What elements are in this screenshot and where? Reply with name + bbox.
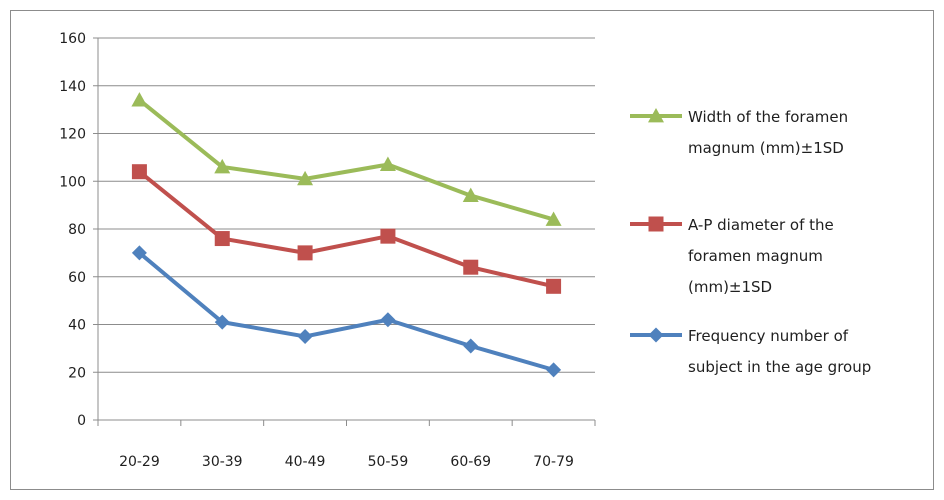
data-point-triangle — [214, 158, 231, 174]
data-point-square — [297, 245, 313, 261]
series-line-1 — [138, 170, 555, 289]
legend-label: A-P diameter of the — [688, 216, 834, 234]
series-line-2 — [138, 251, 555, 372]
chart-frame — [10, 10, 934, 490]
x-tick-label: 50-59 — [368, 454, 409, 470]
data-point-square — [214, 231, 230, 247]
legend-marker-triangle — [648, 108, 664, 123]
y-tick-label: 40 — [68, 318, 86, 334]
legend-label: Frequency number of — [688, 327, 849, 345]
legend-label: subject in the age group — [688, 358, 871, 376]
y-tick-label: 140 — [59, 79, 86, 95]
legend-label: (mm)±1SD — [688, 278, 772, 296]
data-point-triangle — [462, 187, 479, 202]
y-tick-label: 120 — [59, 127, 86, 143]
data-point-diamond — [380, 312, 396, 328]
x-tick-label: 40-49 — [285, 454, 326, 470]
x-tick-label: 20-29 — [119, 454, 160, 470]
y-tick-label: 80 — [68, 222, 86, 238]
data-point-square — [546, 278, 562, 294]
data-point-triangle — [297, 170, 314, 186]
data-point-square — [463, 259, 479, 275]
x-tick-label: 60-69 — [450, 454, 491, 470]
y-tick-label: 100 — [59, 174, 86, 190]
legend-label: foramen magnum — [688, 247, 823, 265]
data-point-diamond — [131, 245, 147, 261]
x-tick-label: 30-39 — [202, 454, 243, 470]
y-tick-label: 60 — [68, 270, 86, 286]
data-point-square — [131, 164, 147, 180]
x-tick-label: 70-79 — [533, 454, 574, 470]
legend-label: Width of the foramen — [688, 108, 848, 126]
series-line-0 — [138, 98, 555, 222]
legend-marker-square — [648, 216, 664, 232]
y-tick-label: 0 — [77, 413, 86, 429]
data-point-diamond — [463, 338, 479, 354]
data-point-diamond — [214, 314, 230, 330]
data-point-triangle — [131, 92, 148, 107]
legend-label: magnum (mm)±1SD — [688, 139, 844, 157]
data-point-triangle — [545, 211, 562, 226]
data-point-diamond — [297, 328, 313, 344]
data-point-diamond — [546, 362, 562, 378]
y-tick-label: 160 — [59, 31, 86, 47]
data-point-square — [380, 228, 396, 244]
legend-marker-diamond — [648, 327, 664, 343]
data-point-triangle — [379, 156, 396, 171]
y-tick-label: 20 — [68, 365, 86, 381]
